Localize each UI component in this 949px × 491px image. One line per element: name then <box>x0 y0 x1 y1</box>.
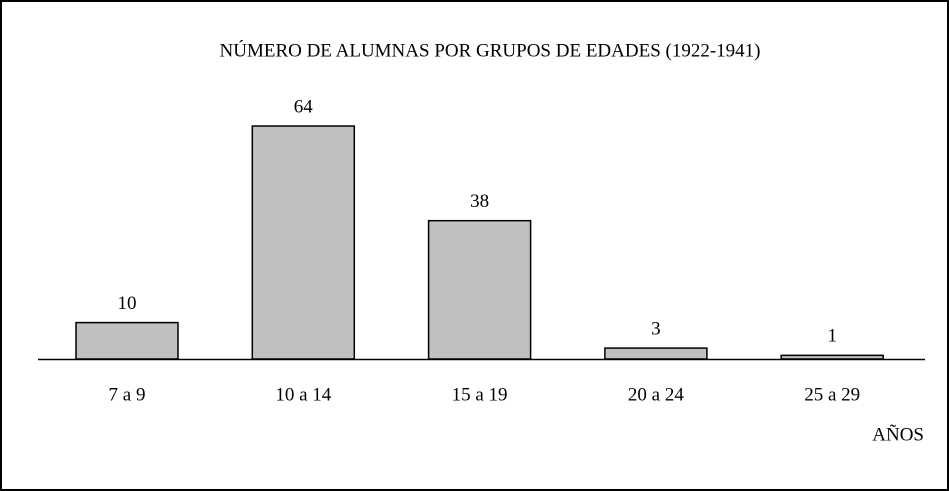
x-tick-label: 7 a 9 <box>109 384 146 405</box>
bar <box>604 347 708 360</box>
x-tick-label: 20 a 24 <box>628 384 684 405</box>
data-label: 10 <box>118 293 137 314</box>
x-axis-label: AÑOS <box>872 423 924 445</box>
data-label: 64 <box>294 96 314 117</box>
x-tick-label: 15 a 19 <box>452 384 508 405</box>
data-label: 38 <box>470 191 489 212</box>
bar <box>75 321 179 360</box>
bar <box>427 219 532 360</box>
bar <box>251 125 356 360</box>
data-label: 1 <box>827 326 837 347</box>
bar <box>780 354 884 360</box>
chart-title: NÚMERO DE ALUMNAS POR GRUPOS DE EDADES (… <box>220 39 761 61</box>
x-tick-label: 25 a 29 <box>804 384 860 405</box>
x-tick-label: 10 a 14 <box>275 384 331 405</box>
data-label: 3 <box>651 318 661 339</box>
